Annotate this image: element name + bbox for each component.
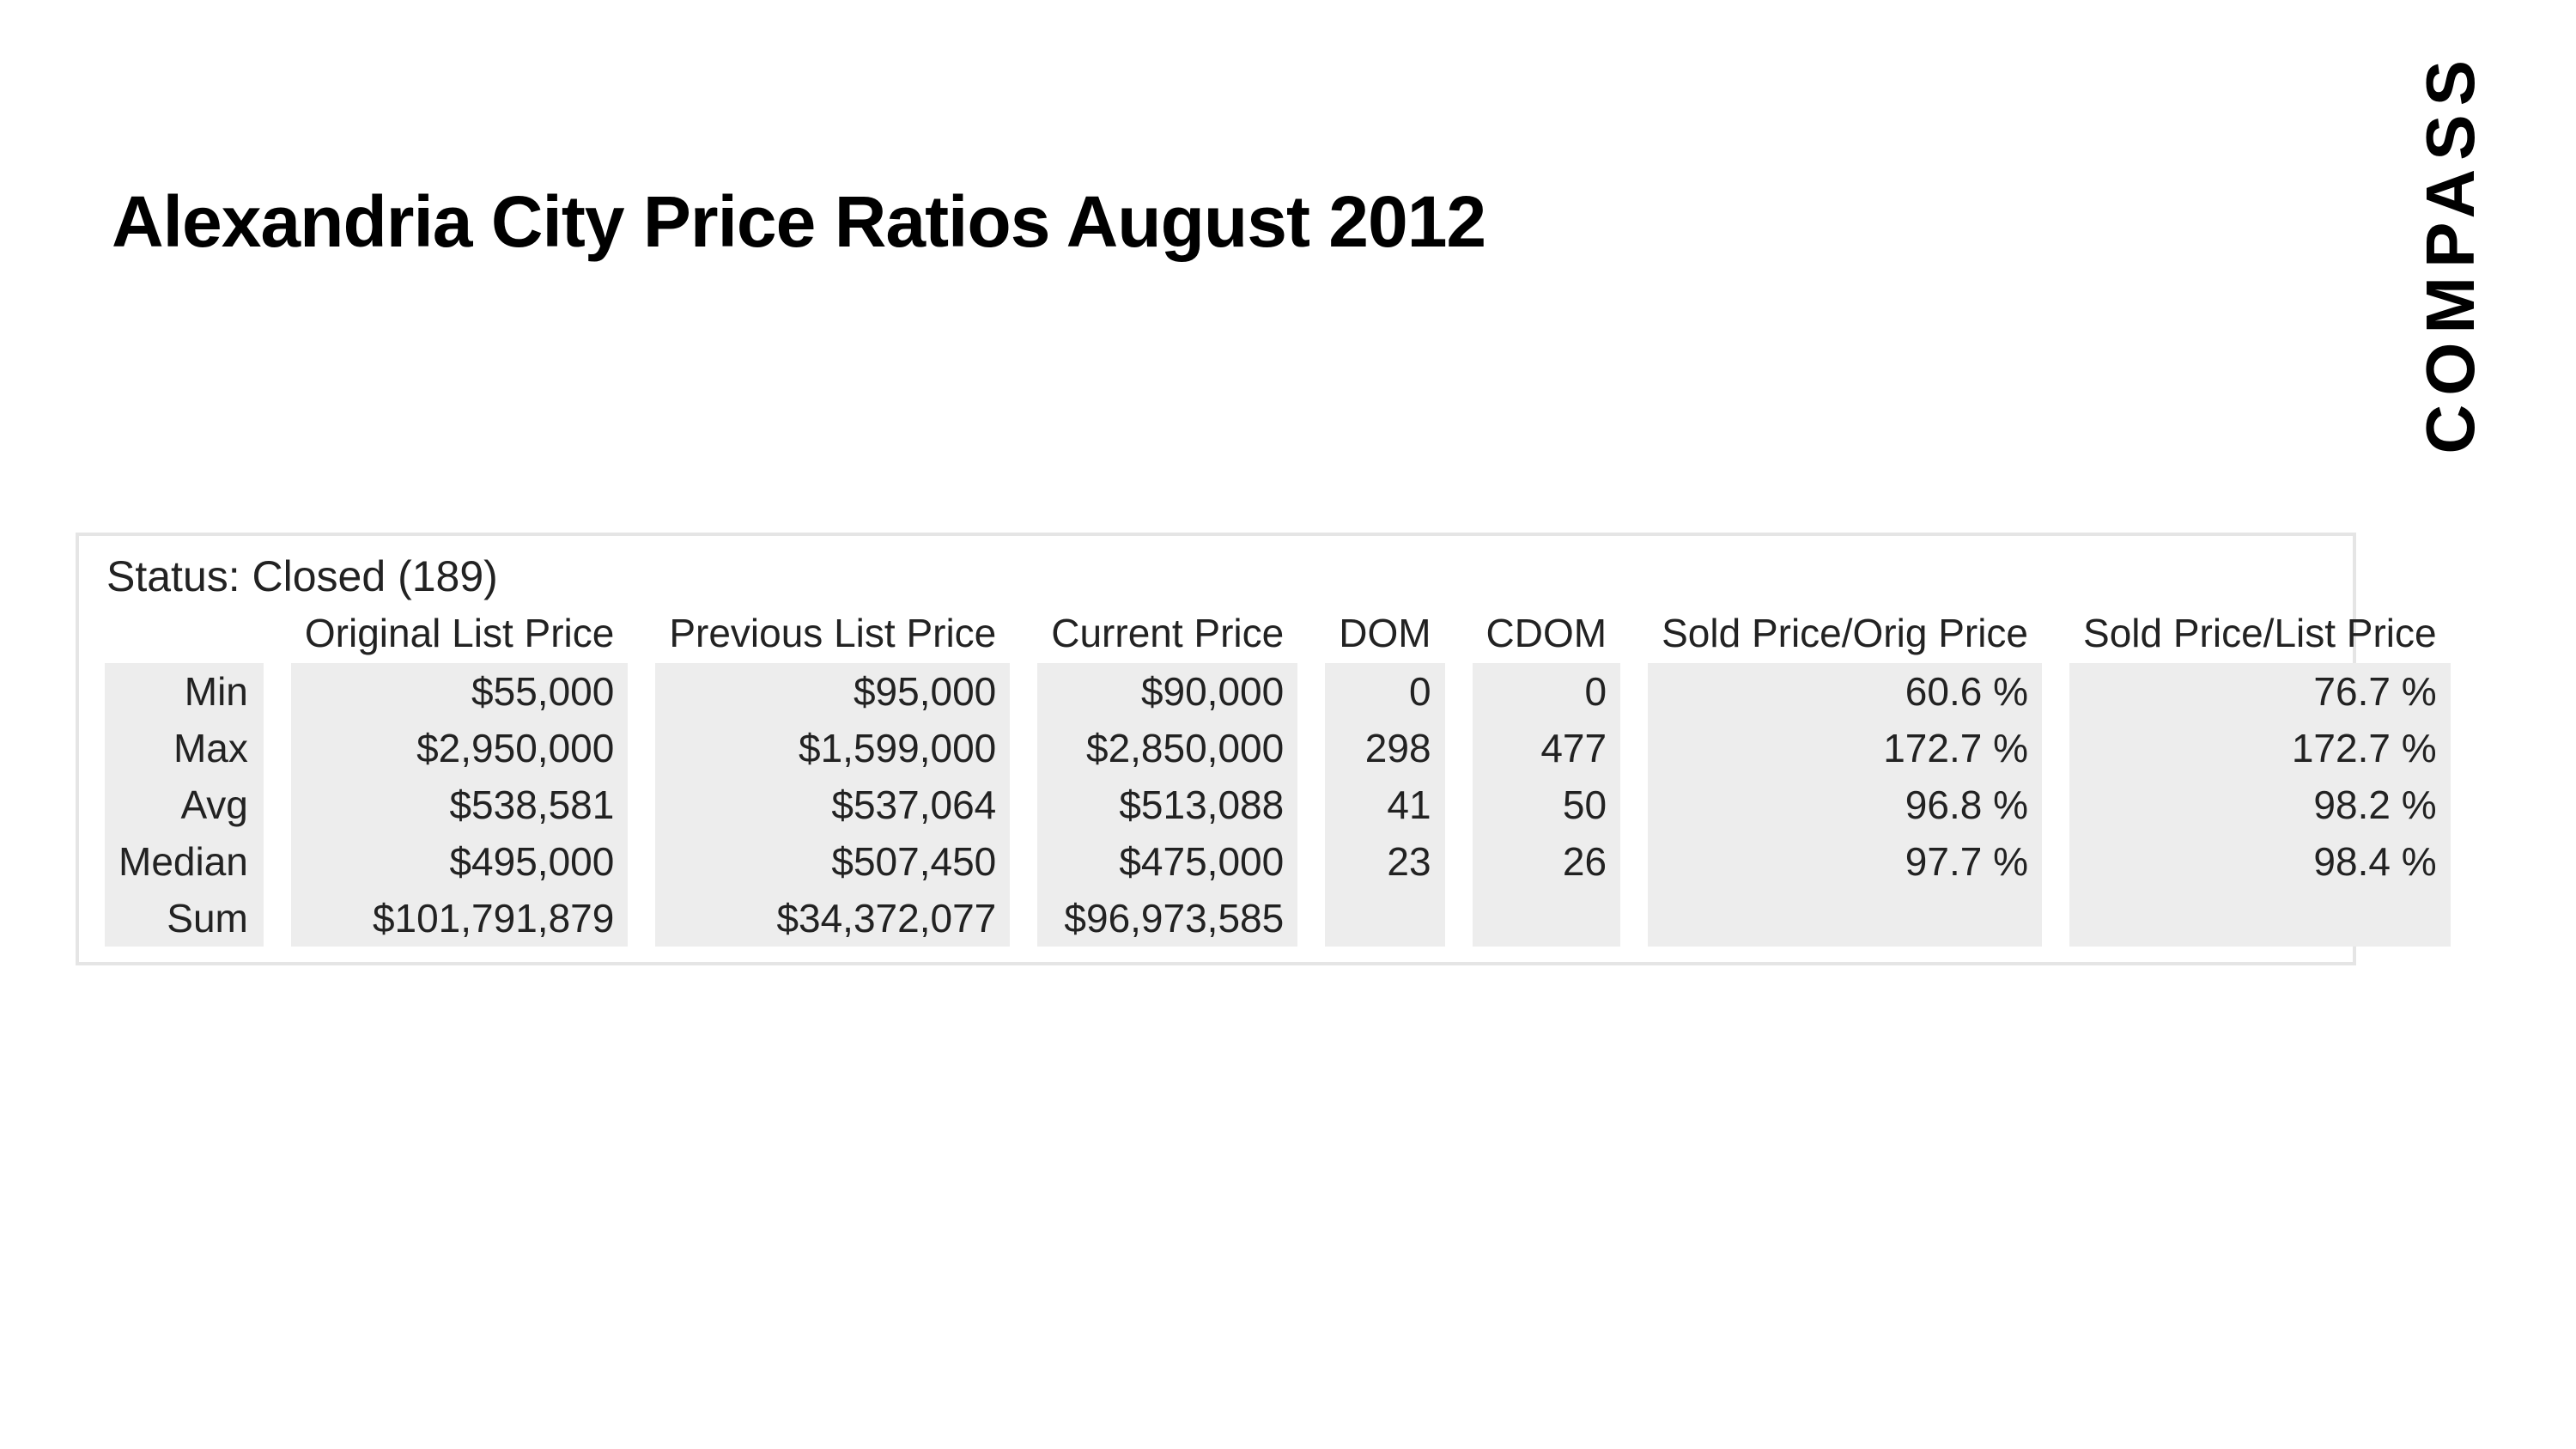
col-header-blank (105, 606, 264, 663)
cell: 298 (1325, 720, 1444, 776)
cell: 96.8 % (1648, 776, 2042, 833)
col-header-sold-list: Sold Price/List Price (2069, 606, 2451, 663)
cell: 50 (1473, 776, 1621, 833)
cell: 97.7 % (1648, 833, 2042, 890)
cell: $90,000 (1037, 663, 1297, 720)
cell: 477 (1473, 720, 1621, 776)
cell: 172.7 % (1648, 720, 2042, 776)
cell: 172.7 % (2069, 720, 2451, 776)
table-row-avg: Avg $538,581 $537,064 $513,088 41 50 96.… (105, 776, 2451, 833)
cell: $96,973,585 (1037, 890, 1297, 947)
cell: $55,000 (291, 663, 628, 720)
cell: 98.2 % (2069, 776, 2451, 833)
cell: $2,950,000 (291, 720, 628, 776)
cell: $495,000 (291, 833, 628, 890)
cell: $101,791,879 (291, 890, 628, 947)
row-label: Max (105, 720, 264, 776)
col-header-dom: DOM (1325, 606, 1444, 663)
col-header-original-list-price: Original List Price (291, 606, 628, 663)
cell: 26 (1473, 833, 1621, 890)
status-label: Status: Closed (189) (105, 551, 2348, 601)
table-row-sum: Sum $101,791,879 $34,372,077 $96,973,585 (105, 890, 2451, 947)
cell: $537,064 (655, 776, 1010, 833)
cell: 0 (1473, 663, 1621, 720)
price-ratio-table-container: Status: Closed (189) Original List Price… (76, 533, 2356, 965)
table-row-max: Max $2,950,000 $1,599,000 $2,850,000 298… (105, 720, 2451, 776)
cell: $475,000 (1037, 833, 1297, 890)
row-label: Median (105, 833, 264, 890)
cell (1325, 890, 1444, 947)
table-row-median: Median $495,000 $507,450 $475,000 23 26 … (105, 833, 2451, 890)
cell: $513,088 (1037, 776, 1297, 833)
cell: $538,581 (291, 776, 628, 833)
cell (2069, 890, 2451, 947)
cell: 60.6 % (1648, 663, 2042, 720)
cell: 23 (1325, 833, 1444, 890)
table-header-row: Original List Price Previous List Price … (105, 606, 2451, 663)
cell: $507,450 (655, 833, 1010, 890)
col-header-sold-orig: Sold Price/Orig Price (1648, 606, 2042, 663)
col-header-cdom: CDOM (1473, 606, 1621, 663)
page-title: Alexandria City Price Ratios August 2012 (112, 180, 1485, 264)
price-ratio-table: Original List Price Previous List Price … (105, 606, 2451, 947)
col-header-current-price: Current Price (1037, 606, 1297, 663)
cell (1473, 890, 1621, 947)
cell: 76.7 % (2069, 663, 2451, 720)
row-label: Min (105, 663, 264, 720)
cell: $34,372,077 (655, 890, 1010, 947)
cell: $95,000 (655, 663, 1010, 720)
cell: $1,599,000 (655, 720, 1010, 776)
cell: 41 (1325, 776, 1444, 833)
col-header-previous-list-price: Previous List Price (655, 606, 1010, 663)
cell (1648, 890, 2042, 947)
compass-logo: COMPASS (2411, 52, 2490, 454)
table-row-min: Min $55,000 $95,000 $90,000 0 0 60.6 % 7… (105, 663, 2451, 720)
row-label: Avg (105, 776, 264, 833)
cell: 98.4 % (2069, 833, 2451, 890)
cell: $2,850,000 (1037, 720, 1297, 776)
cell: 0 (1325, 663, 1444, 720)
row-label: Sum (105, 890, 264, 947)
